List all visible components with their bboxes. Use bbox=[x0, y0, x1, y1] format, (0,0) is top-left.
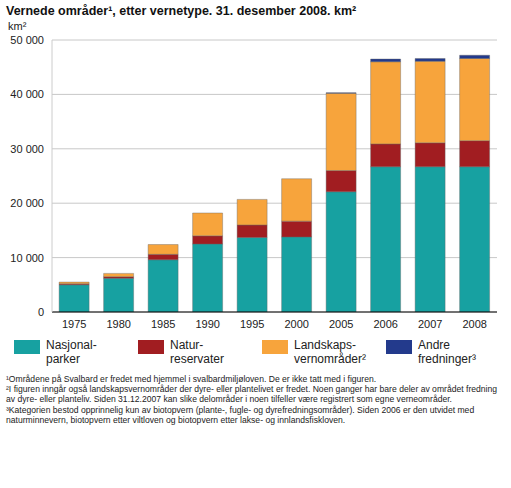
svg-text:1980: 1980 bbox=[107, 318, 131, 330]
svg-text:1995: 1995 bbox=[240, 318, 264, 330]
svg-text:0: 0 bbox=[38, 306, 44, 318]
svg-text:1975: 1975 bbox=[62, 318, 86, 330]
svg-text:2005: 2005 bbox=[329, 318, 353, 330]
svg-text:40 000: 40 000 bbox=[10, 88, 44, 100]
html-text:¹Områdene på Svalbard er frede: ¹Områdene på Svalbard er fredet med hjem… bbox=[6, 374, 377, 384]
svg-text:2006: 2006 bbox=[374, 318, 398, 330]
svg-text:50 000: 50 000 bbox=[10, 34, 44, 46]
svg-text:1985: 1985 bbox=[151, 318, 175, 330]
html-text:Natur- reservater: Natur- reservater bbox=[170, 338, 224, 366]
svg-text:2000: 2000 bbox=[285, 318, 309, 330]
html-text:Nasjonal- parker: Nasjonal- parker bbox=[46, 338, 97, 366]
svg-text:30 000: 30 000 bbox=[10, 143, 44, 155]
html-text:²I figuren inngår også landska: ²I figuren inngår også landskapsvernområ… bbox=[6, 384, 498, 405]
svg-text:2008: 2008 bbox=[463, 318, 487, 330]
svg-text:2007: 2007 bbox=[418, 318, 442, 330]
html-text:Landskaps- vernområder²: Landskaps- vernområder² bbox=[294, 338, 366, 366]
html-text:Vernede områder¹, etter vernet: Vernede områder¹, etter vernetype. 31. d… bbox=[6, 4, 357, 18]
html-text:³Kategorien bestod opprinnelig: ³Kategorien bestod opprinnelig kun av bi… bbox=[6, 404, 475, 425]
html-text:km²: km² bbox=[8, 20, 27, 32]
svg-text:10 000: 10 000 bbox=[10, 252, 44, 264]
svg-text:20 000: 20 000 bbox=[10, 197, 44, 209]
html-text:Andre fredninger³: Andre fredninger³ bbox=[418, 338, 476, 366]
svg-text:1990: 1990 bbox=[196, 318, 220, 330]
